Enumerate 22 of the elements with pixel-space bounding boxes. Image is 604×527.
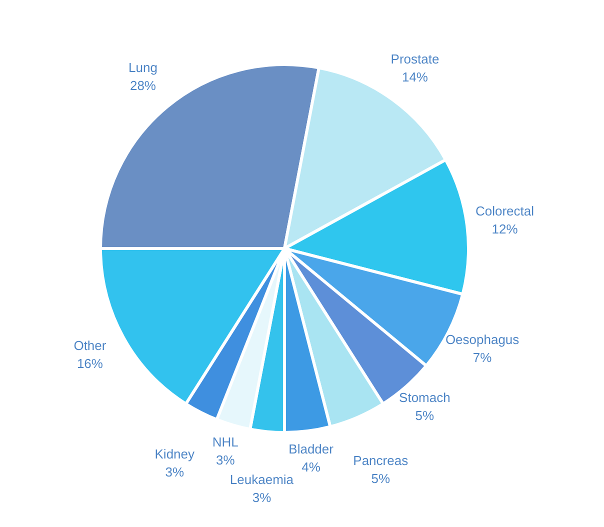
slice-label: Leukaemia: [230, 472, 294, 488]
slice-label: Lung: [128, 60, 158, 76]
slice-label: NHL: [212, 434, 238, 450]
data-label: 5%: [415, 408, 435, 424]
slice-label: Kidney: [154, 446, 196, 462]
slice-label: Other: [74, 338, 107, 354]
data-label: 3%: [165, 464, 184, 480]
data-label: 5%: [371, 471, 390, 486]
slice-label: Stomach: [399, 390, 450, 406]
data-label: 16%: [76, 356, 104, 372]
slice-label: Colorectal: [475, 203, 534, 218]
slice-label: Prostate: [390, 51, 440, 66]
data-label: 12%: [492, 221, 518, 236]
data-label: 14%: [402, 69, 428, 84]
slice-label: Pancreas: [353, 453, 409, 468]
data-label: 3%: [252, 490, 272, 506]
slice-label: Bladder: [288, 441, 334, 456]
data-label: 3%: [216, 452, 236, 468]
slice-label: Oesophagus: [445, 332, 520, 347]
data-label: 28%: [130, 78, 156, 94]
data-label: 7%: [472, 350, 492, 365]
data-label: 4%: [302, 459, 321, 474]
